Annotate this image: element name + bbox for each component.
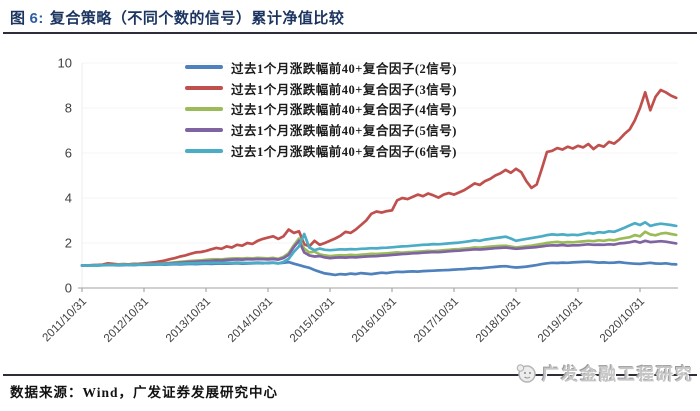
legend-item: 过去1个月涨跌幅前40+复合因子(3信号) (185, 78, 457, 99)
figure-label: 图 (10, 10, 26, 27)
y-tick-label: 6 (65, 146, 72, 161)
data-source-note: 数据来源：Wind，广发证券发展研究中心 (10, 385, 279, 400)
line-chart: 0 2 4 6 8 10 2011/10/31 2012/10/31 2013/10/31 201… (41, 56, 678, 345)
title-divider (3, 32, 697, 34)
legend-item: 过去1个月涨跌幅前40+复合因子(6信号) (185, 140, 457, 161)
x-tick-label: 2013/10/31 (164, 296, 213, 345)
legend-item: 过去1个月涨跌幅前40+复合因子(2信号) (185, 57, 457, 78)
x-tick-label: 2017/10/31 (412, 296, 461, 345)
legend-label: 过去1个月涨跌幅前40+复合因子(3信号) (231, 82, 457, 97)
series-line-5 (80, 220, 678, 267)
x-tick-label: 2018/10/31 (474, 296, 523, 345)
legend-line-swatch (185, 86, 223, 91)
legend-line-swatch (185, 65, 223, 70)
mascot-icon (516, 363, 536, 383)
legend-line-swatch (185, 106, 223, 111)
x-tick-label: 2014/10/31 (226, 296, 275, 345)
y-tick-label: 4 (65, 191, 72, 206)
figure-number: 6: (29, 10, 44, 27)
legend-line-swatch (185, 148, 223, 153)
legend-line-swatch (185, 127, 223, 132)
legend-item: 过去1个月涨跌幅前40+复合因子(5信号) (185, 119, 457, 140)
chart-legend: 过去1个月涨跌幅前40+复合因子(2信号) 过去1个月涨跌幅前40+复合因子(3信… (185, 57, 457, 161)
brand-watermark: 广发金融工程研究 (514, 360, 694, 385)
footer-divider (3, 374, 697, 376)
watermark-text: 广发金融工程研究 (542, 365, 694, 384)
y-tick-label: 0 (65, 281, 72, 296)
series-line-2 (80, 88, 678, 267)
y-tick-label: 2 (65, 236, 72, 251)
legend-label: 过去1个月涨跌幅前40+复合因子(6信号) (231, 145, 457, 160)
figure-title: 图 6: 复合策略（不同个数的信号）累计净值比较 (10, 7, 344, 28)
y-tick-label: 8 (65, 101, 72, 116)
x-tick-label: 2012/10/31 (102, 296, 151, 345)
legend-label: 过去1个月涨跌幅前40+复合因子(4信号) (231, 103, 457, 118)
x-tick-label: 2019/10/31 (536, 296, 585, 345)
x-tick-label: 2020/10/31 (598, 296, 647, 345)
legend-label: 过去1个月涨跌幅前40+复合因子(5信号) (231, 124, 457, 139)
legend-label: 过去1个月涨跌幅前40+复合因子(2信号) (231, 61, 457, 76)
figure-title-text: 复合策略（不同个数的信号）累计净值比较 (49, 10, 345, 27)
legend-item: 过去1个月涨跌幅前40+复合因子(4信号) (185, 99, 457, 120)
x-tick-label: 2016/10/31 (350, 296, 399, 345)
x-tick-label: 2015/10/31 (288, 296, 337, 345)
y-tick-label: 10 (58, 56, 72, 71)
x-tick-label: 2011/10/31 (41, 296, 90, 345)
